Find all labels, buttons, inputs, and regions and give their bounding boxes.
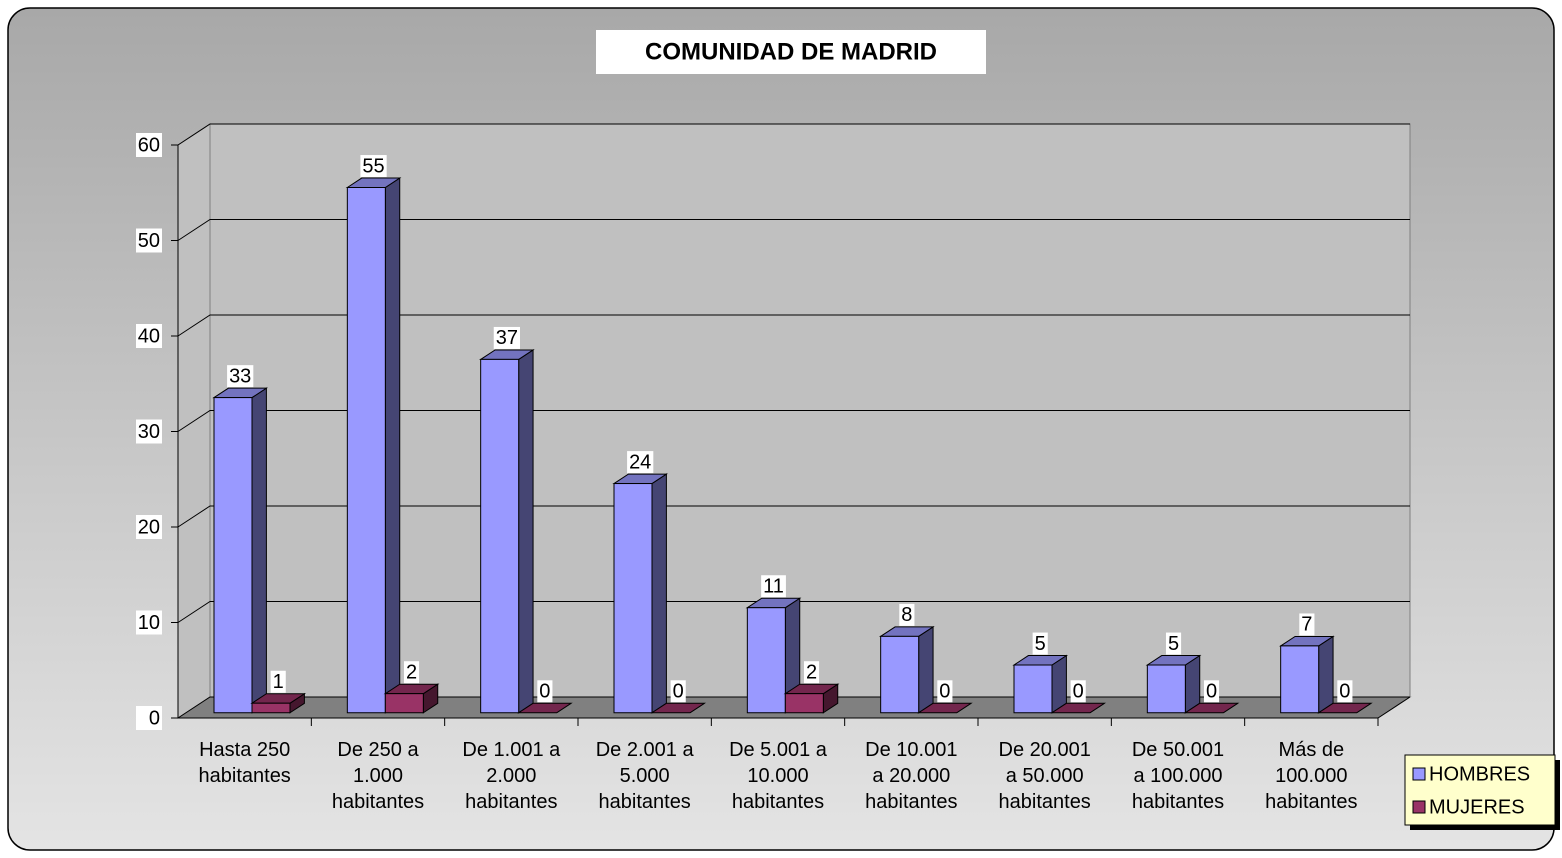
value-label: 0: [939, 681, 950, 703]
grid-line: [177, 219, 1410, 241]
grid-line: [177, 696, 1410, 719]
y-tick-box: [136, 228, 162, 253]
value-label: 0: [1339, 681, 1350, 703]
bar: [1146, 664, 1186, 714]
value-label: 1: [273, 671, 284, 693]
bar: [746, 607, 786, 714]
bar-top: [916, 702, 973, 714]
y-tick-label: 30: [138, 421, 160, 443]
grid-line: [177, 505, 1410, 528]
bar: [880, 635, 920, 714]
y-tick-box: [136, 610, 162, 635]
bar-side: [251, 387, 267, 714]
value-label: 55: [362, 155, 384, 177]
bar-top: [1316, 702, 1373, 714]
value-label: 0: [673, 681, 684, 703]
x-tick-label: De 20.001 a 50.000 habitantes: [999, 739, 1091, 813]
bar-side: [651, 473, 667, 714]
grid-line: [177, 410, 1410, 432]
value-label: 5: [1035, 633, 1046, 655]
x-tick-label: De 2.001 a 5.000 habitantes: [596, 739, 695, 813]
legend: [1404, 754, 1556, 826]
chart-title: COMUNIDAD DE MADRID: [645, 38, 937, 65]
value-label-box: [1299, 613, 1315, 636]
value-label: 37: [496, 327, 518, 349]
value-label-box: [803, 661, 820, 684]
value-label: 0: [539, 681, 550, 703]
value-label-box: [1337, 680, 1353, 703]
x-tick-label: De 50.001 a 100.000 habitantes: [1132, 739, 1224, 813]
bar-side: [918, 625, 934, 714]
value-label-box: [1165, 632, 1182, 655]
x-tick-label: De 5.001 a 10.000 habitantes: [729, 739, 828, 813]
bar-side: [384, 177, 401, 714]
value-label-box: [937, 680, 953, 703]
value-label-box: [537, 680, 553, 703]
y-tick-box: [136, 706, 162, 730]
value-label: 0: [1073, 681, 1084, 703]
value-label: 2: [806, 661, 817, 683]
grid-line: [177, 601, 1410, 623]
x-tick-label: De 10.001 a 20.000 habitantes: [865, 739, 957, 813]
y-tick-label: 40: [138, 325, 160, 347]
title-box: [596, 30, 986, 74]
value-label-box: [899, 603, 915, 626]
value-label-box: [1203, 680, 1220, 703]
value-label-box: [1070, 680, 1086, 703]
bar-side: [518, 349, 534, 714]
y-tick-box: [136, 515, 162, 539]
value-label-box: [670, 680, 686, 703]
y-tick-label: 50: [138, 230, 160, 252]
bar: [251, 702, 291, 714]
bar-top: [650, 702, 707, 714]
grid-line: [177, 123, 1410, 146]
y-tick-box: [136, 419, 162, 444]
y-tick-label: 20: [138, 516, 160, 538]
value-label-box: [270, 670, 286, 693]
value-label-box: [627, 451, 654, 474]
bar: [480, 358, 520, 714]
value-label-box: [227, 365, 254, 388]
bar-top: [516, 702, 573, 714]
value-label: 2: [406, 661, 417, 683]
value-label: 8: [901, 604, 912, 626]
value-label-box: [403, 661, 420, 684]
value-label-box: [1032, 632, 1048, 655]
bar: [213, 397, 253, 714]
y-tick-box: [136, 324, 162, 348]
value-label-box: [360, 155, 387, 178]
legend-label: HOMBRES: [1429, 763, 1530, 785]
bar: [613, 483, 653, 714]
value-label: 5: [1168, 633, 1179, 655]
value-label: 33: [229, 365, 251, 387]
bar: [1013, 664, 1053, 714]
bar-top: [1050, 702, 1107, 714]
bar: [1280, 645, 1320, 714]
legend-swatch: [1412, 767, 1426, 781]
grid-line: [177, 314, 1410, 337]
legend-swatch: [1412, 800, 1426, 814]
x-tick-label: Hasta 250 habitantes: [199, 739, 291, 787]
bar: [384, 693, 424, 714]
y-tick-label: 10: [138, 612, 160, 634]
x-tick-label: De 1.001 a 2.000 habitantes: [462, 739, 561, 813]
y-tick-label: 0: [149, 707, 160, 729]
bar: [346, 187, 386, 714]
legend-label: MUJERES: [1429, 796, 1525, 818]
value-label-box: [761, 575, 786, 598]
x-tick-label: De 250 a 1.000 habitantes: [332, 739, 424, 813]
x-axis-depth: [1377, 696, 1411, 719]
value-label: 24: [629, 451, 651, 473]
y-tick-box: [136, 133, 162, 157]
bar: [784, 693, 824, 714]
bar-top: [1183, 702, 1240, 714]
value-label: 7: [1301, 614, 1312, 636]
value-label-box: [493, 326, 520, 349]
value-label: 0: [1206, 681, 1217, 703]
x-tick-label: Más de 100.000 habitantes: [1265, 739, 1357, 813]
value-label: 11: [763, 576, 784, 598]
bar-side: [1318, 635, 1334, 714]
y-tick-label: 60: [138, 134, 160, 156]
